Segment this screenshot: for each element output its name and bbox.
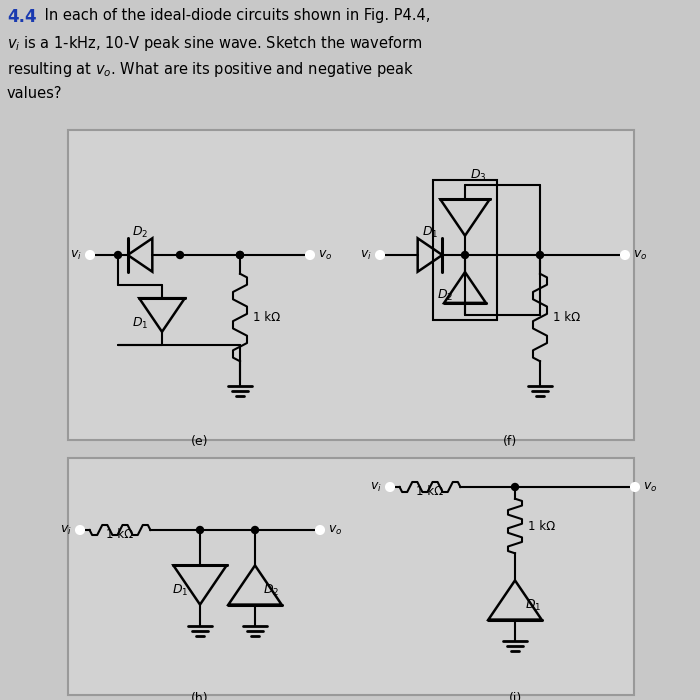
Circle shape bbox=[386, 483, 394, 491]
Text: $D_2$: $D_2$ bbox=[263, 582, 279, 598]
Text: $D_3$: $D_3$ bbox=[470, 168, 486, 183]
Circle shape bbox=[512, 484, 519, 491]
Circle shape bbox=[115, 251, 122, 258]
Text: $D_1$: $D_1$ bbox=[525, 598, 541, 612]
Circle shape bbox=[197, 526, 204, 533]
Text: values?: values? bbox=[7, 86, 62, 101]
Text: $v_i$: $v_i$ bbox=[70, 248, 82, 262]
Circle shape bbox=[316, 526, 324, 534]
Text: (i): (i) bbox=[508, 692, 522, 700]
Text: (h): (h) bbox=[191, 692, 209, 700]
Text: In each of the ideal-diode circuits shown in Fig. P4.4,: In each of the ideal-diode circuits show… bbox=[40, 8, 430, 23]
Circle shape bbox=[251, 526, 258, 533]
Text: 1 kΩ: 1 kΩ bbox=[253, 311, 280, 324]
Circle shape bbox=[631, 483, 639, 491]
Text: $D_1$: $D_1$ bbox=[132, 316, 148, 330]
Text: 1 kΩ: 1 kΩ bbox=[416, 485, 444, 498]
Circle shape bbox=[237, 251, 244, 258]
Text: (e): (e) bbox=[191, 435, 209, 448]
Text: $D_2$: $D_2$ bbox=[437, 288, 453, 303]
Circle shape bbox=[622, 251, 629, 258]
Text: $v_i$ is a 1-kHz, 10-V peak sine wave. Sketch the waveform: $v_i$ is a 1-kHz, 10-V peak sine wave. S… bbox=[7, 34, 423, 53]
Text: 1 kΩ: 1 kΩ bbox=[553, 311, 580, 324]
Text: $D_1$: $D_1$ bbox=[422, 225, 438, 240]
Circle shape bbox=[461, 251, 468, 258]
Circle shape bbox=[306, 251, 314, 259]
Text: 4.4: 4.4 bbox=[7, 8, 36, 26]
Text: $v_o$: $v_o$ bbox=[318, 248, 332, 262]
Text: $v_o$: $v_o$ bbox=[328, 524, 342, 536]
Text: 1 kΩ: 1 kΩ bbox=[528, 519, 555, 533]
Circle shape bbox=[621, 251, 629, 259]
Text: resulting at $v_o$. What are its positive and negative peak: resulting at $v_o$. What are its positiv… bbox=[7, 60, 414, 79]
Text: $D_1$: $D_1$ bbox=[172, 582, 188, 598]
Text: $v_o$: $v_o$ bbox=[633, 248, 648, 262]
Text: 1 kΩ: 1 kΩ bbox=[106, 528, 134, 541]
Bar bbox=[433, 180, 497, 320]
Text: $v_i$: $v_i$ bbox=[60, 524, 72, 536]
Bar bbox=[68, 130, 634, 440]
Text: (f): (f) bbox=[503, 435, 517, 448]
Text: $v_o$: $v_o$ bbox=[643, 480, 657, 494]
Circle shape bbox=[376, 251, 384, 259]
Text: $v_i$: $v_i$ bbox=[360, 248, 372, 262]
Circle shape bbox=[176, 251, 183, 258]
Circle shape bbox=[76, 526, 84, 534]
Circle shape bbox=[536, 251, 543, 258]
Bar bbox=[68, 458, 634, 695]
Text: $v_i$: $v_i$ bbox=[370, 480, 382, 494]
Circle shape bbox=[86, 251, 94, 259]
Text: $D_2$: $D_2$ bbox=[132, 225, 148, 240]
Circle shape bbox=[237, 251, 244, 258]
